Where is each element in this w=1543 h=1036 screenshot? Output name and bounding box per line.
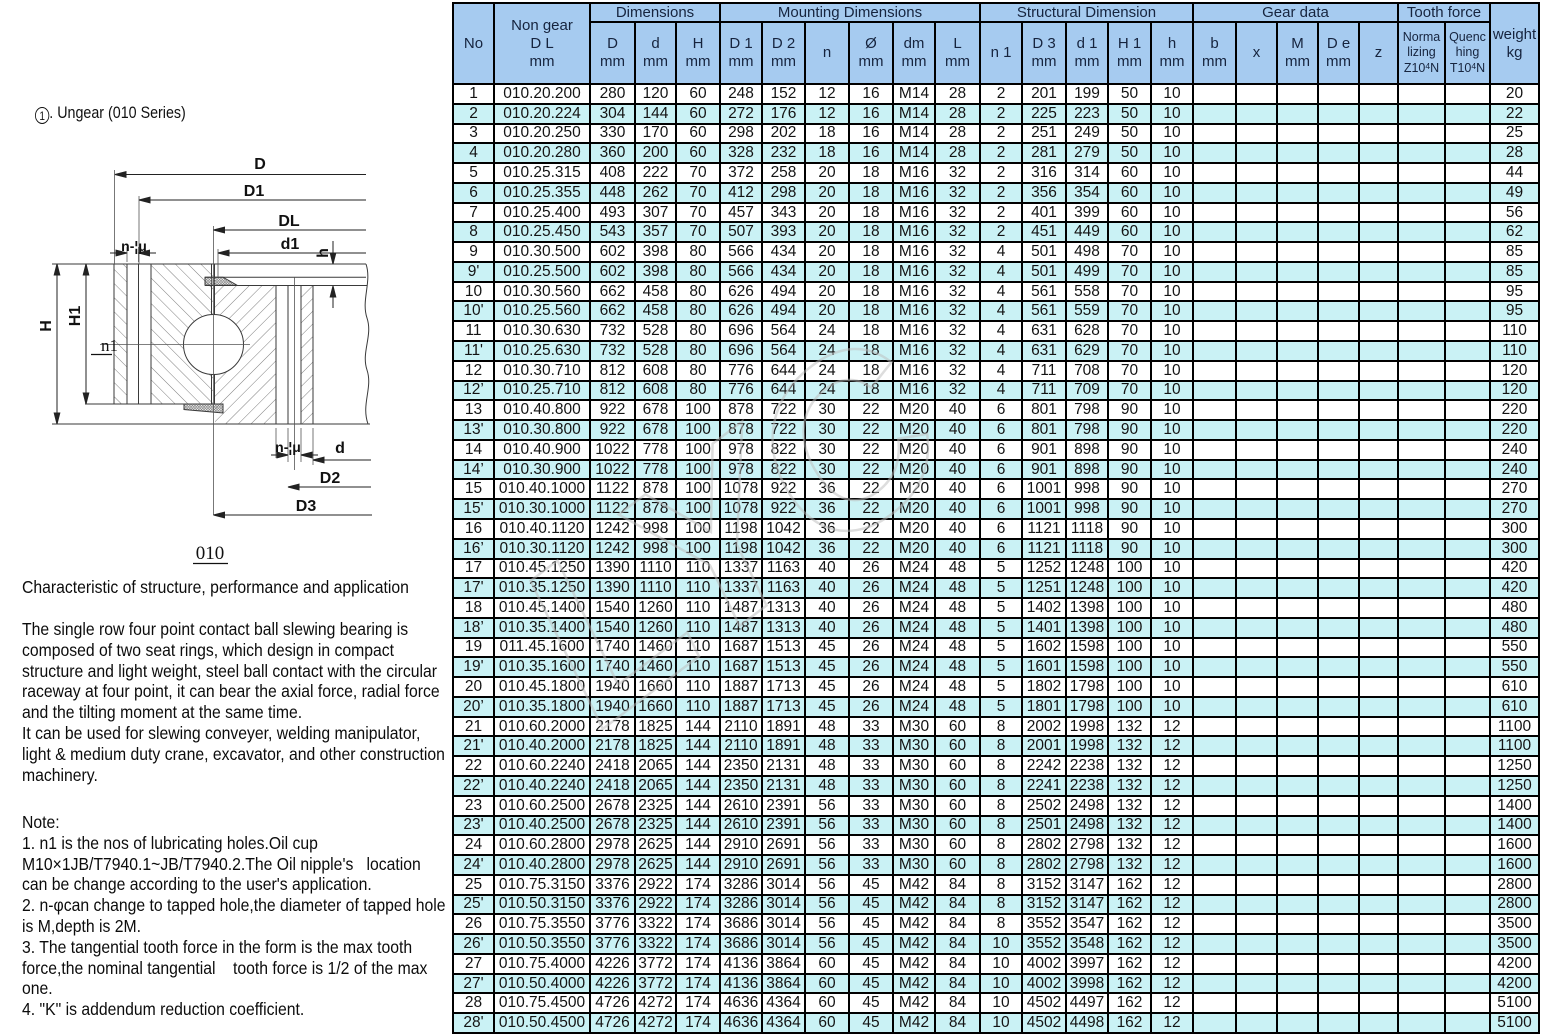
svg-text:010: 010 — [196, 543, 225, 564]
svg-text:n1: n1 — [101, 336, 118, 355]
svg-text:d1: d1 — [281, 236, 300, 253]
svg-text:D1: D1 — [244, 183, 265, 200]
svg-text:H1: H1 — [67, 306, 84, 327]
svg-text:n-¦μ: n-¦μ — [275, 439, 301, 455]
svg-text:D2: D2 — [320, 470, 341, 487]
svg-text:D: D — [254, 156, 266, 173]
svg-text:d: d — [335, 440, 345, 457]
svg-text:H: H — [38, 320, 55, 332]
svg-text:D3: D3 — [296, 498, 317, 515]
svg-text:n-¦μ: n-¦μ — [121, 238, 147, 254]
svg-text:h: h — [315, 248, 332, 258]
svg-text:DL: DL — [278, 213, 300, 230]
